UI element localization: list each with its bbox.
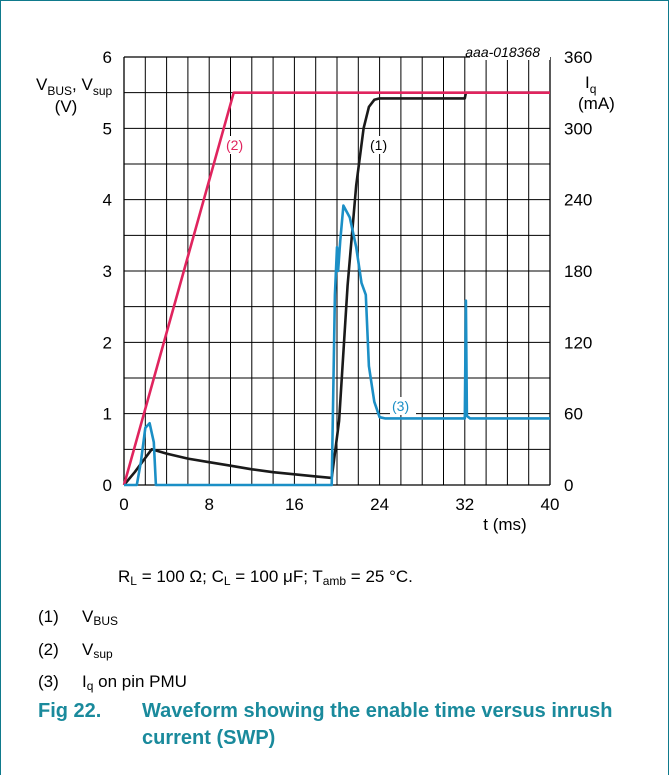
label-bg-3	[390, 397, 416, 415]
figure-title: Waveform showing the enable time versus …	[142, 700, 613, 749]
series-line-3	[124, 204, 550, 487]
x-tick-label: 32	[455, 495, 474, 514]
note-item-2: (2) Vsup	[38, 640, 113, 661]
left-tick-label: 3	[103, 262, 112, 281]
left-tick-label: 0	[103, 476, 112, 495]
left-tick-label: 2	[103, 333, 112, 352]
x-tick-label: 0	[119, 495, 128, 514]
right-tick-label: 300	[564, 119, 592, 138]
right-tick-label: 0	[564, 476, 573, 495]
x-tick-label: 16	[285, 495, 304, 514]
note-item-1: (1) VBUS	[38, 607, 119, 628]
series-line-2	[122, 91, 550, 486]
right-tick-label: 360	[564, 48, 592, 67]
chart-code: aaa-018368	[465, 44, 540, 60]
series-label-3: (3)	[392, 398, 409, 414]
right-axis-unit: (mA)	[578, 94, 615, 113]
x-tick-label: 24	[370, 495, 389, 514]
right-tick-label: 120	[564, 333, 592, 352]
figure-caption: Fig 22. Waveform showing the enable time …	[38, 698, 638, 749]
left-axis-unit: (V)	[55, 97, 78, 116]
code-bg	[470, 46, 550, 60]
note-item-3: (3) Iq on pin PMU	[38, 672, 187, 693]
series-label-1: (1)	[370, 137, 387, 153]
x-axis-label: t (ms)	[483, 515, 526, 534]
left-tick-label: 6	[103, 48, 112, 67]
left-axis-label: VBUS, Vsup	[36, 75, 113, 98]
chart-series	[122, 91, 550, 487]
right-tick-label: 60	[564, 405, 583, 424]
series-label-2: (2)	[226, 137, 243, 153]
right-tick-label: 240	[564, 191, 592, 210]
series-line-1	[123, 91, 550, 486]
right-tick-label: 180	[564, 262, 592, 281]
left-tick-label: 4	[103, 191, 112, 210]
right-axis-label: Iq	[585, 73, 596, 96]
x-tick-label: 8	[204, 495, 213, 514]
test-conditions: RL = 100 Ω; CL = 100 μF; Tamb = 25 °C.	[118, 567, 413, 588]
figure-number: Fig 22.	[38, 700, 102, 722]
left-tick-label: 5	[103, 119, 112, 138]
x-tick-label: 40	[541, 495, 560, 514]
label-bg-2	[226, 136, 250, 154]
label-bg-1	[368, 136, 392, 154]
left-tick-label: 1	[103, 405, 112, 424]
